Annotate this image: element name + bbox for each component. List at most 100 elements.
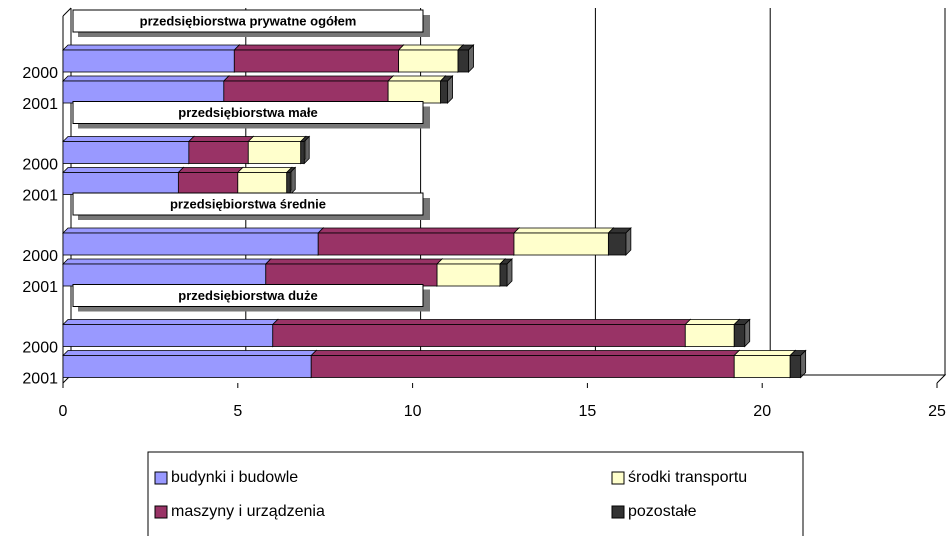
- x-tick-label: 5: [233, 403, 242, 420]
- bar-face: [62, 44, 241, 51]
- bar-face: [317, 232, 515, 256]
- bar-face: [289, 166, 296, 196]
- y-tick-label: 2001: [22, 96, 58, 113]
- y-tick-label: 2001: [22, 279, 58, 296]
- bar-segment: [236, 166, 293, 196]
- bar-face: [733, 324, 746, 347]
- bar-face: [62, 80, 225, 104]
- bar-face: [397, 44, 465, 51]
- legend-swatch: [154, 505, 168, 519]
- bar-segment: [436, 258, 506, 287]
- bar-face: [387, 80, 441, 104]
- bar-face: [789, 355, 802, 378]
- x-tick-label: 15: [579, 403, 597, 420]
- bar-face: [310, 350, 741, 356]
- bar-segment: [733, 349, 797, 379]
- bar-segment: [310, 349, 741, 379]
- bar-face: [223, 80, 389, 104]
- bar-face: [499, 263, 508, 287]
- bar-face: [684, 319, 741, 325]
- group-label: przedsiębiorstwa duże: [178, 288, 317, 303]
- bar-segment: [397, 44, 465, 73]
- bar-segment: [177, 166, 244, 196]
- y-tick-label: 2001: [22, 371, 58, 388]
- bar-segment: [233, 44, 405, 73]
- bar-face: [188, 141, 249, 164]
- bar-face: [222, 75, 395, 82]
- legend-swatch: [154, 471, 168, 485]
- bar-segment: [684, 318, 741, 348]
- bar-face: [436, 258, 506, 265]
- group-label: przedsiębiorstwa prywatne ogółem: [140, 13, 357, 28]
- bar-segment: [62, 166, 185, 196]
- bar-face: [247, 136, 307, 142]
- legend-label: pozostałe: [628, 503, 697, 520]
- bar-face: [62, 355, 312, 378]
- bar-face: [272, 324, 686, 347]
- bar-face: [265, 263, 438, 287]
- bar-face: [317, 227, 520, 234]
- bar-face: [187, 136, 255, 142]
- legend-label: środki transportu: [628, 469, 747, 486]
- bar-face: [237, 172, 288, 195]
- bar-segment: [62, 349, 318, 379]
- bar-face: [62, 49, 235, 73]
- bar-face: [440, 80, 448, 104]
- bar-face: [271, 319, 692, 325]
- bar-face: [62, 258, 272, 265]
- bar-face: [233, 44, 405, 51]
- bar-face: [233, 49, 400, 73]
- bar-face: [177, 172, 239, 195]
- bar-segment: [62, 44, 241, 73]
- group-label: przedsiębiorstwa średnie: [170, 196, 326, 211]
- bar-segment: [607, 227, 632, 256]
- bar-face: [513, 227, 615, 234]
- bar-face: [800, 349, 807, 379]
- bar-segment: [264, 258, 444, 287]
- bar-face: [468, 44, 474, 73]
- y-tick-label: 2000: [22, 248, 58, 265]
- bar-face: [436, 263, 501, 287]
- bar-face: [733, 350, 797, 356]
- bar-face: [303, 135, 310, 165]
- group-box: [72, 9, 424, 33]
- bar-face: [513, 232, 609, 256]
- group-box: [72, 284, 424, 307]
- x-tick-label: 0: [59, 403, 68, 420]
- bar-face: [62, 172, 179, 195]
- group-box: [72, 192, 424, 216]
- x-tick-label: 25: [928, 403, 946, 420]
- bar-face: [62, 350, 318, 356]
- x-tick-label: 20: [753, 403, 771, 420]
- bar-segment: [271, 318, 692, 348]
- bar-face: [264, 258, 444, 265]
- bar-face: [310, 355, 735, 378]
- x-tick-label: 10: [404, 403, 422, 420]
- bar-face: [625, 227, 632, 256]
- bar-segment: [499, 258, 513, 287]
- bar-face: [506, 258, 513, 287]
- y-tick-label: 2000: [22, 340, 58, 357]
- bar-segment: [222, 75, 395, 104]
- bar-face: [62, 263, 267, 287]
- bar-segment: [62, 75, 230, 104]
- bar-face: [62, 167, 185, 173]
- bar-face: [62, 75, 230, 82]
- bar-face: [62, 136, 195, 142]
- bar-face: [177, 167, 244, 173]
- bar-face: [398, 49, 459, 73]
- y-axis-top: [62, 7, 72, 17]
- bar-face: [62, 319, 279, 325]
- legend-label: budynki i budowle: [171, 469, 298, 486]
- bar-segment: [317, 227, 520, 256]
- bar-face: [457, 49, 469, 73]
- y-tick-label: 2000: [22, 65, 58, 82]
- bar-face: [62, 324, 274, 347]
- bar-face: [744, 318, 751, 348]
- bar-face: [62, 141, 190, 164]
- bar-face: [286, 172, 291, 195]
- legend-swatch: [611, 471, 625, 485]
- bar-segment: [439, 75, 454, 104]
- bar-segment: [62, 227, 325, 256]
